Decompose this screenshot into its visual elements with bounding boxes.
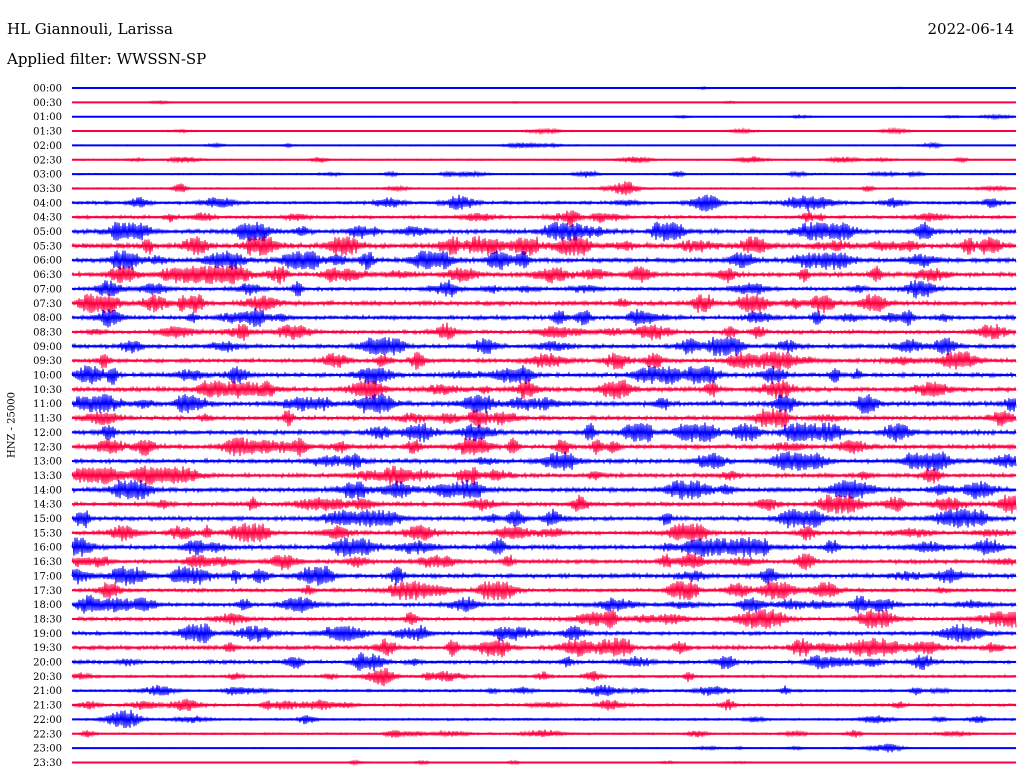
time-label-0900: 09:00 xyxy=(33,342,62,353)
time-label-0600: 06:00 xyxy=(33,256,62,267)
station-title: HL Giannouli, Larissa xyxy=(7,20,173,38)
time-label-1430: 14:30 xyxy=(33,500,62,511)
time-label-1730: 17:30 xyxy=(33,586,62,597)
time-label-0700: 07:00 xyxy=(33,284,62,295)
time-label-1000: 10:00 xyxy=(33,371,62,382)
time-label-0430: 04:30 xyxy=(33,213,62,224)
time-label-0800: 08:00 xyxy=(33,313,62,324)
time-label-1530: 15:30 xyxy=(33,528,62,539)
time-label-0730: 07:30 xyxy=(33,299,62,310)
time-label-1830: 18:30 xyxy=(33,614,62,625)
time-label-1500: 15:00 xyxy=(33,514,62,525)
time-label-0630: 06:30 xyxy=(33,270,62,281)
time-label-1700: 17:00 xyxy=(33,571,62,582)
time-label-0500: 05:00 xyxy=(33,227,62,238)
time-label-2300: 23:00 xyxy=(33,744,62,755)
time-label-0930: 09:30 xyxy=(33,356,62,367)
time-label-1100: 11:00 xyxy=(33,399,62,410)
time-label-2330: 23:30 xyxy=(33,758,62,769)
time-label-1400: 14:00 xyxy=(33,485,62,496)
time-label-1630: 16:30 xyxy=(33,557,62,568)
time-label-2000: 20:00 xyxy=(33,658,62,669)
time-label-0030: 00:30 xyxy=(33,98,62,109)
time-label-1230: 12:30 xyxy=(33,442,62,453)
time-label-1330: 13:30 xyxy=(33,471,62,482)
time-label-1930: 19:30 xyxy=(33,643,62,654)
time-label-0330: 03:30 xyxy=(33,184,62,195)
time-label-1030: 10:30 xyxy=(33,385,62,396)
time-label-0100: 01:00 xyxy=(33,112,62,123)
time-label-2100: 21:00 xyxy=(33,686,62,697)
time-label-0230: 02:30 xyxy=(33,155,62,166)
trace-1930 xyxy=(71,637,1017,658)
date-label: 2022-06-14 xyxy=(927,20,1014,38)
filter-label: Applied filter: WWSSN-SP xyxy=(7,50,207,68)
time-label-1300: 13:00 xyxy=(33,457,62,468)
time-label-2130: 21:30 xyxy=(33,701,62,712)
time-label-1200: 12:00 xyxy=(33,428,62,439)
time-label-2230: 22:30 xyxy=(33,729,62,740)
time-label-0130: 01:30 xyxy=(33,127,62,138)
time-label-1600: 16:00 xyxy=(33,543,62,554)
time-label-1900: 19:00 xyxy=(33,629,62,640)
time-label-0830: 08:30 xyxy=(33,327,62,338)
time-label-2030: 20:30 xyxy=(33,672,62,683)
time-label-0400: 04:00 xyxy=(33,198,62,209)
time-label-0300: 03:00 xyxy=(33,170,62,181)
trace-0430 xyxy=(71,210,1017,227)
time-label-2200: 22:00 xyxy=(33,715,62,726)
time-label-1800: 18:00 xyxy=(33,600,62,611)
time-label-0200: 02:00 xyxy=(33,141,62,152)
time-label-0000: 00:00 xyxy=(33,84,62,95)
time-label-0530: 05:30 xyxy=(33,241,62,252)
time-label-1130: 11:30 xyxy=(33,414,62,425)
